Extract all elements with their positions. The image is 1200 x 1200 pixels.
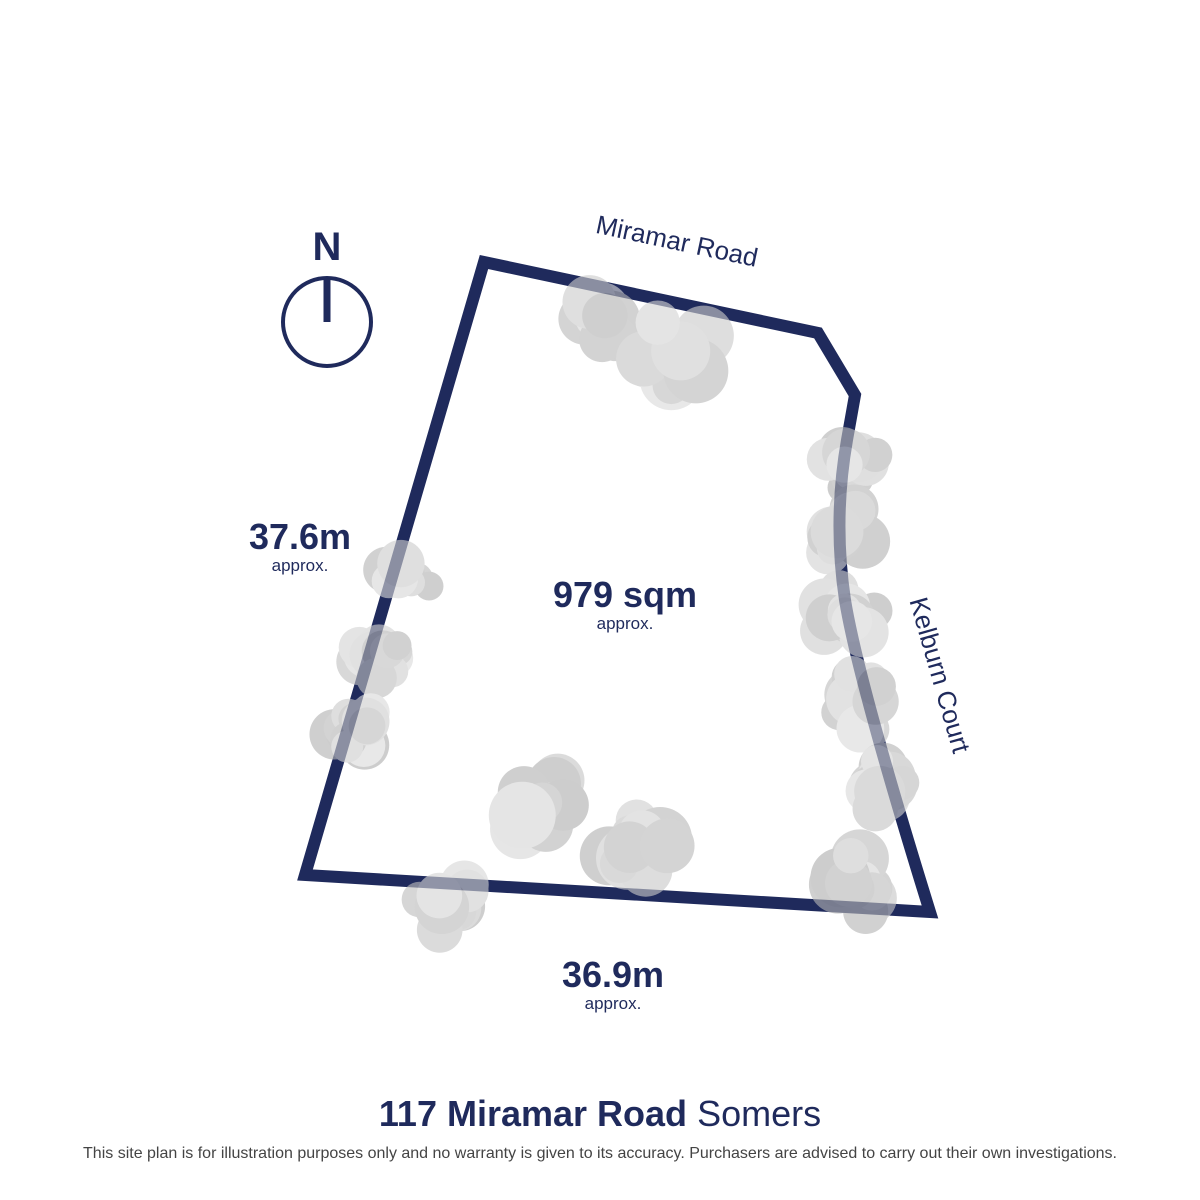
south-dimension: 36.9m approx. <box>533 956 693 1014</box>
disclaimer: This site plan is for illustration purpo… <box>83 1145 1117 1162</box>
street-label-north: Miramar Road <box>593 209 760 273</box>
tree-icon <box>309 693 390 770</box>
tree-icon <box>579 799 695 897</box>
west-dimension: 37.6m approx. <box>220 518 380 576</box>
trees <box>309 275 920 953</box>
area-value: 979 sqm <box>552 574 698 615</box>
compass-letter: N <box>313 225 342 269</box>
tree-icon <box>806 427 893 505</box>
tree-icon <box>845 742 920 832</box>
address: 117 Miramar Road <box>378 1093 688 1134</box>
area-note: approx. <box>596 614 654 633</box>
tree-icon <box>808 829 897 934</box>
tree-icon <box>798 570 893 658</box>
north-compass-icon <box>281 276 373 368</box>
tree-icon <box>821 656 899 753</box>
west-dimension-note: approx. <box>271 556 329 575</box>
south-dimension-note: approx. <box>584 994 642 1013</box>
tree-icon <box>558 275 641 363</box>
property-title: 117 Miramar Road Somers <box>0 1093 1200 1135</box>
street-label-east: Kelburn Court <box>903 594 976 757</box>
tree-icon <box>616 300 734 411</box>
suburb: Somers <box>697 1093 822 1134</box>
tree-icon <box>806 484 891 575</box>
south-dimension-value: 36.9m <box>561 954 665 995</box>
area-label: 979 sqm approx. <box>520 576 730 634</box>
tree-icon <box>363 539 444 601</box>
tree-icon <box>401 860 489 953</box>
tree-icon <box>488 753 589 860</box>
tree-icon <box>336 624 414 699</box>
west-dimension-value: 37.6m <box>248 516 352 557</box>
